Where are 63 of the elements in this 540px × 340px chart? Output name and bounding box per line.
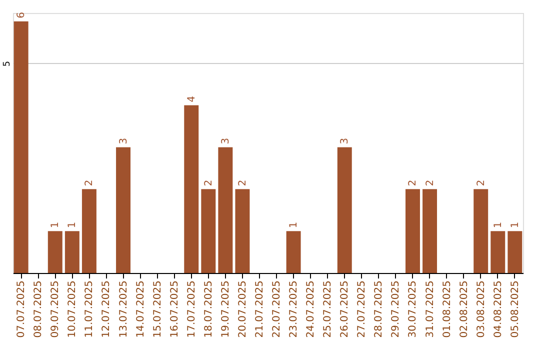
bar — [474, 189, 488, 273]
bar — [48, 231, 62, 273]
x-tick-label: 13.07.2025 — [118, 280, 130, 338]
x-tick-label: 19.07.2025 — [220, 280, 232, 338]
bar — [82, 189, 96, 273]
bar — [490, 231, 506, 273]
x-tick-label: 31.07.2025 — [424, 280, 436, 338]
x-tick-label: 14.07.2025 — [135, 280, 146, 338]
data-label: 1 — [288, 222, 300, 228]
x-tick-label: 02.08.2025 — [458, 280, 470, 338]
x-tick-label: 12.07.2025 — [101, 280, 112, 338]
data-label: 3 — [340, 138, 351, 144]
x-tick-label: 03.08.2025 — [476, 280, 487, 338]
x-tick-label: 22.07.2025 — [272, 280, 283, 338]
data-label: 2 — [424, 180, 436, 186]
x-tick-label: 07.07.2025 — [16, 280, 28, 338]
data-label: 2 — [84, 180, 96, 186]
y-tick-label: 5 — [2, 60, 12, 67]
x-tick-label: 18.07.2025 — [203, 280, 214, 338]
bar — [422, 189, 438, 273]
x-tick-label: 16.07.2025 — [169, 280, 180, 338]
bar — [14, 21, 28, 273]
data-label: 1 — [50, 222, 62, 228]
x-tick-label: 28.07.2025 — [374, 280, 385, 338]
x-tick-label: 09.07.2025 — [50, 280, 62, 338]
bar — [64, 231, 80, 273]
data-label: 1 — [510, 222, 521, 228]
bar — [286, 231, 301, 273]
data-label: 2 — [408, 180, 419, 186]
bar — [218, 147, 233, 273]
bar — [235, 189, 250, 273]
x-tick-label: 10.07.2025 — [67, 280, 78, 338]
data-label: 6 — [16, 12, 28, 18]
x-tick-label: 08.07.2025 — [33, 280, 44, 338]
x-tick-label: 05.08.2025 — [510, 280, 521, 338]
data-label: 1 — [67, 222, 78, 228]
data-label: 2 — [203, 180, 214, 186]
x-tick-label: 01.08.2025 — [442, 280, 453, 338]
x-tick-label: 04.08.2025 — [492, 280, 504, 338]
data-label: 2 — [237, 180, 248, 186]
bar — [508, 231, 522, 273]
bar — [406, 189, 420, 273]
data-label: 4 — [186, 96, 198, 102]
x-tick-label: 21.07.2025 — [254, 280, 266, 338]
bar — [201, 189, 216, 273]
x-tick-label: 15.07.2025 — [152, 280, 164, 338]
bar — [337, 147, 352, 273]
data-label: 3 — [118, 138, 130, 144]
x-tick-label: 30.07.2025 — [408, 280, 419, 338]
x-tick-label: 24.07.2025 — [306, 280, 317, 338]
data-label: 1 — [492, 222, 504, 228]
x-tick-label: 17.07.2025 — [186, 280, 198, 338]
x-tick-label: 29.07.2025 — [390, 280, 402, 338]
data-label: 2 — [476, 180, 487, 186]
x-tick-label: 25.07.2025 — [322, 280, 334, 338]
bar — [116, 147, 130, 273]
data-label: 3 — [220, 138, 232, 144]
x-tick-label: 11.07.2025 — [84, 280, 96, 338]
x-tick-label: 26.07.2025 — [340, 280, 351, 338]
bar — [184, 105, 199, 273]
x-tick-label: 27.07.2025 — [356, 280, 368, 338]
x-tick-label: 23.07.2025 — [288, 280, 300, 338]
x-tick-label: 20.07.2025 — [237, 280, 248, 338]
